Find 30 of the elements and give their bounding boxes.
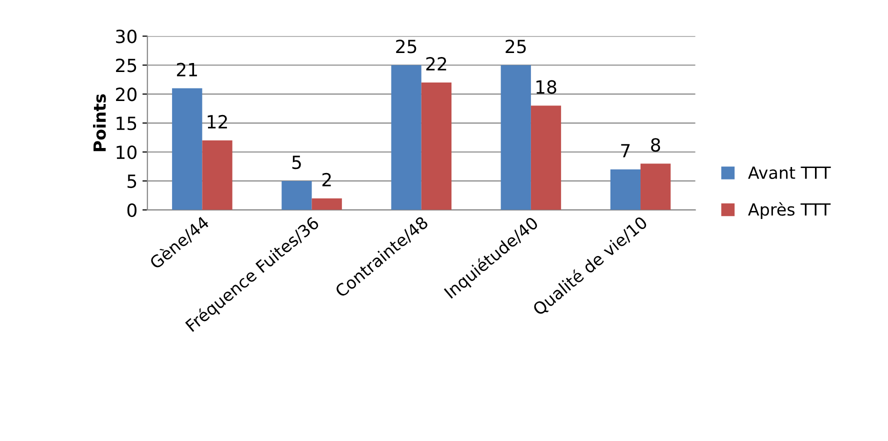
- y-tick-label: 0: [127, 203, 136, 218]
- y-tick-label: 25: [116, 58, 136, 72]
- data-label: 22: [426, 57, 446, 70]
- y-tick-label: 10: [116, 145, 136, 160]
- bar: [640, 164, 671, 210]
- data-label: 12: [208, 114, 227, 128]
- bar: [610, 169, 641, 210]
- data-label: 5: [292, 156, 301, 170]
- bar: [202, 140, 232, 210]
- y-tick-label: 5: [128, 174, 136, 188]
- data-label: 21: [176, 62, 197, 76]
- bar: [312, 198, 342, 210]
- bar: [282, 180, 312, 210]
- data-label: 7: [621, 144, 630, 158]
- y-tick-label: 30: [116, 30, 136, 44]
- bar: [500, 65, 531, 210]
- legend-label: Avant TTT: [748, 166, 831, 179]
- bar: [421, 82, 452, 210]
- bar: [391, 65, 422, 210]
- y-axis-title: Points: [93, 94, 106, 152]
- y-tick-label: 20: [116, 88, 136, 102]
- data-label: 18: [536, 80, 556, 94]
- data-label: 8: [651, 138, 660, 152]
- data-label: 2: [322, 172, 331, 186]
- y-tick-label: 15: [116, 116, 136, 130]
- bar: [172, 88, 202, 210]
- data-label: 25: [396, 40, 416, 54]
- data-label: 25: [506, 40, 526, 54]
- legend-label: Après TTT: [748, 202, 831, 220]
- bar: [530, 106, 562, 210]
